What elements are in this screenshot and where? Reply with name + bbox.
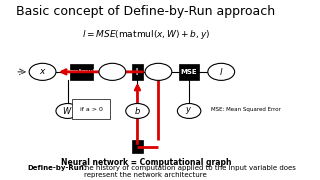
FancyBboxPatch shape bbox=[70, 64, 93, 80]
Text: +: + bbox=[133, 67, 141, 77]
Circle shape bbox=[208, 63, 235, 80]
Text: $l$: $l$ bbox=[219, 66, 223, 77]
Circle shape bbox=[177, 103, 201, 118]
FancyBboxPatch shape bbox=[132, 64, 143, 80]
Text: $y$: $y$ bbox=[186, 105, 193, 116]
Circle shape bbox=[99, 63, 126, 80]
Circle shape bbox=[29, 63, 56, 80]
FancyBboxPatch shape bbox=[179, 64, 199, 80]
Text: $W$: $W$ bbox=[62, 105, 73, 116]
Text: matmul: matmul bbox=[68, 69, 95, 74]
Text: $l = MSE(\mathrm{matmul}(x, W) + b, y)$: $l = MSE(\mathrm{matmul}(x, W) + b, y)$ bbox=[82, 28, 210, 41]
Text: $b$: $b$ bbox=[134, 105, 141, 116]
Text: Define-by-Run:: Define-by-Run: bbox=[27, 165, 87, 171]
Text: $x$: $x$ bbox=[39, 67, 46, 76]
Text: MSE: MSE bbox=[181, 69, 197, 75]
Text: MSE: Mean Squared Error: MSE: Mean Squared Error bbox=[212, 107, 281, 112]
Text: represent the network architecture: represent the network architecture bbox=[84, 172, 207, 178]
Circle shape bbox=[145, 63, 172, 80]
Text: Neural network = Computational graph: Neural network = Computational graph bbox=[60, 158, 231, 166]
FancyBboxPatch shape bbox=[132, 140, 143, 153]
Text: Basic concept of Define-by-Run approach: Basic concept of Define-by-Run approach bbox=[16, 5, 276, 18]
Text: if a > 0: if a > 0 bbox=[80, 107, 103, 112]
Text: : The history of computation applied to the input variable does: : The history of computation applied to … bbox=[76, 165, 296, 171]
Circle shape bbox=[126, 103, 149, 118]
Circle shape bbox=[56, 103, 79, 118]
